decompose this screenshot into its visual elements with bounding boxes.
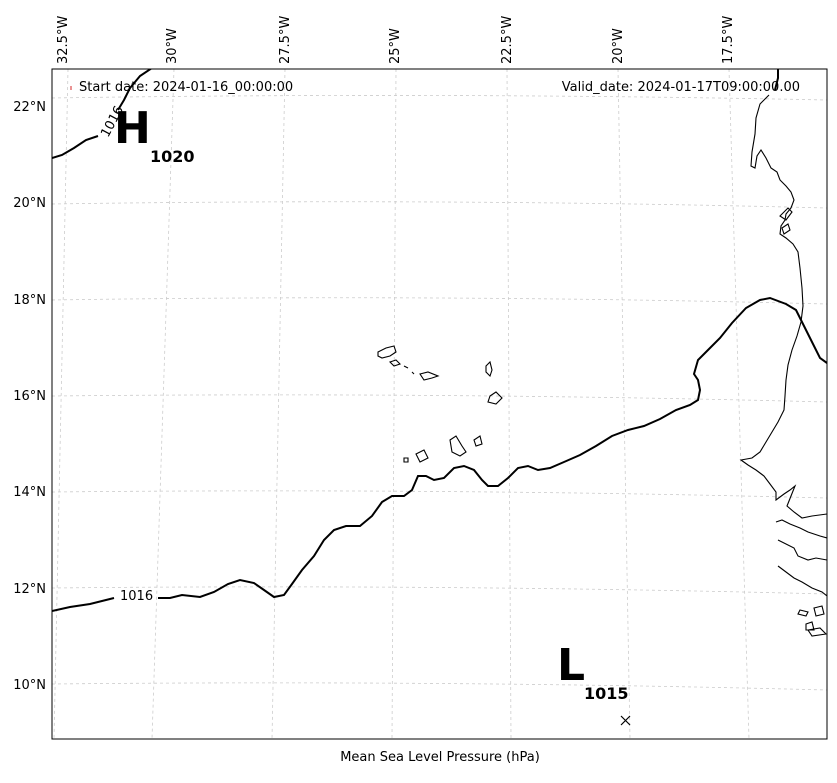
high-pressure-value: 1020 xyxy=(150,147,195,166)
map-caption: Mean Sea Level Pressure (hPa) xyxy=(340,750,540,765)
lat-label: 10°N xyxy=(13,678,46,693)
high-pressure-center: H 1020 xyxy=(114,103,195,166)
coastline-africa xyxy=(739,94,827,637)
lon-label: 20°W xyxy=(611,28,626,64)
isobars xyxy=(52,69,827,612)
lat-label: 22°N xyxy=(13,100,46,115)
longitude-labels: 32.5°W 30°W 27.5°W 25°W 22.5°W 20°W 17.5… xyxy=(56,16,736,64)
lat-label: 14°N xyxy=(13,485,46,500)
low-pressure-value: 1015 xyxy=(584,684,629,703)
cape-verde-islands xyxy=(377,345,503,463)
isobar-1020-north xyxy=(117,69,153,111)
isobar-1016 xyxy=(158,296,827,599)
lon-label: 22.5°W xyxy=(500,16,515,64)
lat-label: 20°N xyxy=(13,196,46,211)
low-pressure-cross-icon xyxy=(620,715,631,726)
lon-label: 32.5°W xyxy=(56,16,71,64)
isobar-1020-north xyxy=(52,135,99,159)
lat-label: 16°N xyxy=(13,389,46,404)
map-frame xyxy=(51,68,828,740)
lon-label: 27.5°W xyxy=(278,16,293,64)
lat-label: 18°N xyxy=(13,293,46,308)
start-date-label: Start date: 2024-01-16_00:00:00 xyxy=(79,80,293,95)
valid-date-label: Valid_date: 2024-01-17T09:00:00.00 xyxy=(562,80,800,95)
graticule xyxy=(52,69,827,739)
latitude-labels: 22°N 20°N 18°N 16°N 14°N 12°N 10°N xyxy=(13,100,46,693)
lon-label: 25°W xyxy=(388,28,403,64)
isobar-1016 xyxy=(774,69,779,91)
contour-label: 1016 xyxy=(120,589,153,604)
lon-label: 17.5°W xyxy=(721,16,736,64)
high-pressure-letter: H xyxy=(114,103,151,154)
low-pressure-letter: L xyxy=(557,640,585,691)
lon-label: 30°W xyxy=(165,28,180,64)
isobar-1016 xyxy=(52,597,115,612)
low-pressure-center: L 1015 xyxy=(557,640,631,726)
lat-label: 12°N xyxy=(13,582,46,597)
